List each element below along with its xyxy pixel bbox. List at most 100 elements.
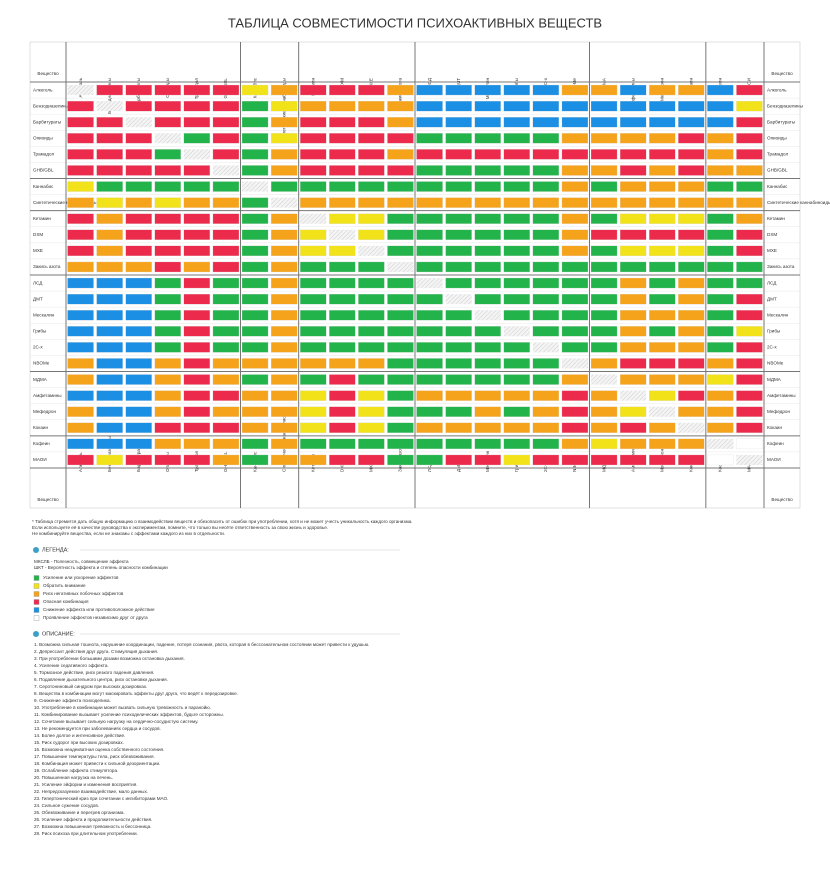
row-label: Кофеин (33, 441, 50, 446)
cell (619, 149, 647, 160)
cell (125, 84, 152, 96)
cell (241, 326, 269, 337)
cell (358, 293, 385, 305)
cell (649, 342, 676, 353)
cell (96, 454, 123, 466)
cell (736, 374, 763, 385)
cell-self (125, 117, 152, 128)
cell (387, 374, 414, 385)
cell (67, 374, 94, 385)
cell (590, 358, 618, 369)
row-label-right: МДМА (767, 377, 782, 382)
cell (416, 390, 443, 401)
cell (67, 229, 94, 240)
cell (270, 293, 298, 305)
cell (270, 229, 298, 240)
cell (183, 229, 211, 240)
cell (212, 84, 240, 96)
cell (212, 245, 240, 257)
cell (300, 117, 327, 128)
cell (183, 133, 211, 144)
cell (445, 438, 472, 450)
row-label: Трамадол (33, 152, 55, 157)
cell (532, 213, 560, 224)
corner-label: Вещество (37, 71, 59, 76)
cell (154, 454, 181, 466)
column-footer: Грибы (514, 459, 519, 472)
section-icon (33, 631, 39, 637)
cell (154, 310, 181, 321)
cell (387, 342, 414, 353)
cell-self (620, 390, 647, 401)
row-label-right: Мефедрон (767, 409, 790, 414)
cell (241, 133, 269, 144)
cell (532, 84, 560, 96)
cell (125, 277, 152, 289)
description-item: 14. Более долгое и интенсивное действие. (34, 732, 125, 738)
cell (503, 165, 530, 176)
cell (67, 326, 94, 337)
cell (125, 245, 152, 257)
cell (736, 229, 763, 240)
cell (329, 390, 356, 401)
cell (619, 326, 647, 337)
cell (96, 245, 123, 257)
cell (678, 326, 705, 337)
cell (416, 213, 443, 224)
cell (300, 84, 327, 96)
cell (125, 261, 152, 273)
legend-label: Опасная комбинация (43, 599, 89, 604)
cell (590, 100, 618, 112)
cell (300, 133, 327, 144)
cell (358, 149, 385, 160)
cell (678, 293, 705, 305)
cell (561, 84, 589, 96)
cell (503, 422, 530, 433)
cell (358, 277, 385, 289)
cell (474, 149, 501, 160)
cell (619, 422, 647, 433)
cell (474, 100, 501, 112)
cell (736, 438, 763, 450)
cell (736, 149, 763, 160)
cell-self (445, 294, 472, 305)
cell (183, 310, 211, 321)
cell (125, 342, 152, 353)
cell (241, 438, 269, 450)
cell-self (416, 278, 443, 289)
cell (387, 213, 414, 224)
cell (707, 374, 734, 385)
cell (619, 277, 647, 289)
cell (125, 438, 152, 450)
cell (387, 229, 414, 240)
cell (212, 374, 240, 385)
cell (445, 374, 472, 385)
cell (212, 149, 240, 160)
cell (445, 133, 472, 144)
cell (590, 326, 618, 337)
description-item: 8. Вещества в комбинации могут маскирова… (34, 691, 238, 696)
cell (561, 342, 589, 353)
cell (736, 390, 763, 401)
cell (503, 438, 530, 450)
legend-swatch (33, 591, 40, 597)
cell (387, 293, 414, 305)
description-item: 3. При употреблении большими дозами возм… (34, 656, 185, 661)
cell (532, 100, 560, 112)
cell (707, 229, 734, 240)
cell (474, 293, 501, 305)
cell (300, 310, 327, 321)
cell (329, 149, 356, 160)
cell (736, 422, 763, 433)
cell (619, 84, 647, 96)
column-footer: МАОИ (747, 458, 752, 472)
cell (358, 229, 385, 240)
cell (125, 390, 152, 401)
cell (67, 117, 94, 128)
cell (416, 100, 443, 112)
cell (270, 390, 298, 401)
cell (125, 100, 152, 112)
cell (532, 454, 560, 466)
description-item: 12. Сочетание вызывает сильную нагрузку … (34, 719, 198, 724)
description-item: 1. Возможна сильная тошнота, нарушение к… (34, 642, 369, 647)
